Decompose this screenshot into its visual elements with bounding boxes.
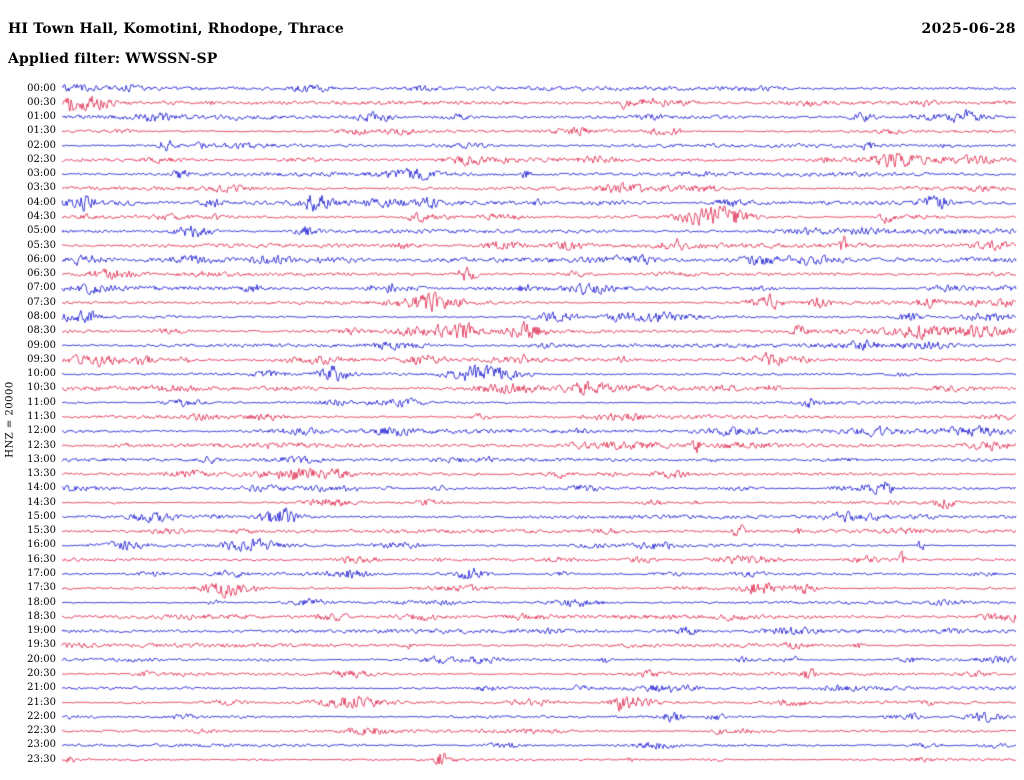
time-label: 13:00 [27, 453, 56, 465]
time-label: 10:30 [27, 382, 56, 394]
time-label: 09:00 [27, 339, 56, 351]
time-label: 07:00 [27, 282, 56, 294]
time-label: 06:00 [27, 253, 56, 265]
time-label: 23:30 [27, 753, 56, 765]
time-label: 10:00 [27, 368, 56, 380]
time-label: 14:30 [27, 496, 56, 508]
time-label: 02:30 [27, 153, 56, 165]
time-label: 00:30 [27, 96, 56, 108]
time-label: 15:30 [27, 525, 56, 537]
time-label: 04:00 [27, 196, 56, 208]
time-label: 08:00 [27, 310, 56, 322]
time-label: 18:00 [27, 596, 56, 608]
time-label: 16:00 [27, 539, 56, 551]
time-label: 11:30 [27, 410, 56, 422]
time-label: 04:30 [27, 211, 56, 223]
time-label: 21:00 [27, 682, 56, 694]
date-label: 2025-06-28 [921, 21, 1016, 37]
time-label: 05:30 [27, 239, 56, 251]
filter-label: Applied filter: WWSSN-SP [8, 51, 218, 67]
time-label: 22:00 [27, 710, 56, 722]
time-label: 16:30 [27, 553, 56, 565]
time-label: 09:30 [27, 353, 56, 365]
station-title: HI Town Hall, Komotini, Rhodope, Thrace [8, 21, 344, 37]
time-label: 01:00 [27, 111, 56, 123]
time-label: 18:30 [27, 610, 56, 622]
time-label: 05:00 [27, 225, 56, 237]
time-label: 11:00 [27, 396, 56, 408]
time-label: 19:30 [27, 639, 56, 651]
time-label: 15:00 [27, 510, 56, 522]
time-label: 20:00 [27, 653, 56, 665]
time-label: 01:30 [27, 125, 56, 137]
time-label: 20:30 [27, 667, 56, 679]
time-label: 08:30 [27, 325, 56, 337]
time-label: 02:00 [27, 139, 56, 151]
time-label: 17:30 [27, 582, 56, 594]
time-label: 13:30 [27, 468, 56, 480]
time-label: 06:30 [27, 268, 56, 280]
time-label: 12:00 [27, 425, 56, 437]
time-label: 07:30 [27, 296, 56, 308]
time-label: 17:00 [27, 568, 56, 580]
time-label: 00:00 [27, 82, 56, 94]
time-label: 22:30 [27, 725, 56, 737]
time-label: 21:30 [27, 696, 56, 708]
time-label: 03:00 [27, 168, 56, 180]
time-label: 03:30 [27, 182, 56, 194]
time-label: 12:30 [27, 439, 56, 451]
time-label: 19:00 [27, 625, 56, 637]
time-label: 23:00 [27, 739, 56, 751]
time-label: 14:00 [27, 482, 56, 494]
